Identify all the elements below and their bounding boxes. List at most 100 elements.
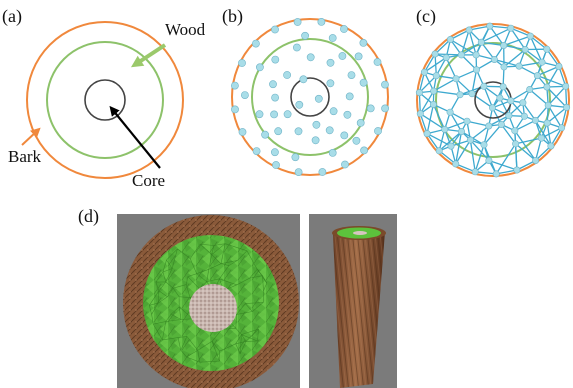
- mesh-node: [329, 107, 338, 116]
- wood-facet-edge: [211, 254, 222, 264]
- mesh-node: [328, 148, 337, 157]
- mesh-node: [340, 131, 349, 140]
- wood-facet-edge: [151, 302, 159, 315]
- wood-facet-edge: [249, 269, 258, 279]
- panel-c-label: (c): [416, 6, 436, 27]
- mesh-node: [446, 35, 454, 43]
- wood-facet-edge: [206, 278, 220, 282]
- mesh-node: [293, 18, 302, 26]
- wood-facet-edge: [149, 302, 159, 306]
- mesh-node: [230, 81, 239, 90]
- wood-facet-edge: [162, 321, 167, 340]
- mesh-node: [338, 52, 347, 60]
- wood-facet-edge: [219, 343, 236, 352]
- mesh-node: [373, 58, 382, 66]
- bark-ring: [231, 18, 389, 176]
- wood-facet-edge: [257, 329, 259, 342]
- mesh-edge: [438, 150, 457, 165]
- mesh-node: [420, 68, 428, 76]
- mesh-edge: [529, 89, 549, 106]
- wood-ring: [251, 38, 369, 156]
- mesh-node: [526, 86, 534, 94]
- mesh-edge: [466, 120, 489, 127]
- wood-facet-edge: [170, 306, 180, 315]
- wood-facet-edge: [220, 260, 238, 264]
- wood-facet-edge: [165, 281, 174, 289]
- mesh-node: [374, 127, 382, 135]
- mesh-edge: [565, 86, 568, 108]
- mesh-node: [271, 55, 280, 64]
- mesh-edge: [445, 57, 457, 79]
- wood-facet-edge: [208, 254, 212, 270]
- wood-facet-edge: [186, 356, 200, 363]
- mesh-edge: [426, 104, 435, 134]
- mesh-node: [452, 160, 460, 168]
- wood-facet-edge: [153, 321, 166, 325]
- wood-facet-edge: [162, 337, 179, 341]
- mesh-node: [255, 110, 264, 119]
- wood-facet-edge: [206, 269, 210, 282]
- mesh-edge: [488, 115, 510, 127]
- wood-facet-edge: [239, 334, 242, 354]
- mesh-edge: [423, 53, 436, 73]
- mesh-node: [255, 63, 264, 72]
- mesh-edge: [470, 125, 490, 141]
- core-ring: [84, 79, 126, 121]
- wood-facet-edge: [149, 290, 160, 306]
- wood-facet-edge: [252, 302, 264, 312]
- mesh-node: [356, 119, 365, 127]
- mesh-node: [505, 112, 513, 120]
- wood-facet-edge: [197, 350, 201, 363]
- mesh-node: [472, 66, 480, 74]
- mesh-edge: [419, 90, 435, 115]
- mesh-node: [488, 104, 496, 112]
- mesh-node: [543, 45, 551, 53]
- mesh-edge: [522, 102, 536, 121]
- mesh-nodes: [415, 22, 571, 178]
- mesh-edge: [460, 29, 470, 56]
- wood-facet-edge: [235, 314, 237, 329]
- wood-facet-edge: [235, 328, 242, 335]
- mesh-edge: [524, 48, 543, 63]
- mesh-edge: [455, 139, 471, 165]
- mesh-edge: [560, 107, 568, 128]
- wood-facet-edge: [158, 296, 168, 304]
- mesh-node: [328, 34, 337, 42]
- mesh-node: [507, 24, 515, 32]
- wood-facet-edge: [241, 328, 259, 335]
- wood-facet-edge: [179, 306, 193, 320]
- mesh-node: [465, 26, 473, 34]
- wood-facet-edge: [186, 276, 189, 285]
- wood-facet-edge: [196, 273, 207, 282]
- mesh-node: [485, 122, 493, 130]
- mesh-edge: [444, 120, 468, 131]
- mesh-node: [423, 130, 431, 138]
- mesh-edge: [529, 35, 548, 50]
- wood-facet-edge: [237, 250, 248, 261]
- wood-facet-edge: [162, 271, 167, 282]
- mesh-node: [354, 52, 363, 61]
- mesh-node: [381, 104, 389, 113]
- mesh-node: [294, 168, 303, 176]
- render-core: [189, 284, 237, 332]
- mesh-edge: [426, 133, 440, 152]
- mesh-node: [515, 62, 523, 70]
- wood-facet-edge: [235, 343, 241, 354]
- mesh-edge: [518, 61, 543, 67]
- mesh-edge: [418, 75, 437, 94]
- mesh-edge: [471, 69, 478, 94]
- wood-facet-edge: [186, 284, 191, 298]
- mesh-node: [555, 62, 563, 70]
- mesh-node: [312, 120, 321, 129]
- bark-label: Bark: [8, 147, 42, 166]
- mesh-node: [430, 87, 438, 95]
- wood-facet-edge: [173, 284, 187, 289]
- mesh-edge: [419, 113, 428, 134]
- wood-facet-edge: [180, 318, 193, 320]
- wood-facet-edge: [166, 248, 178, 261]
- mesh-node: [341, 160, 349, 169]
- mesh-edge: [432, 104, 446, 130]
- mesh-node: [271, 25, 279, 34]
- mesh-node: [347, 71, 356, 79]
- mesh-edge: [434, 39, 451, 55]
